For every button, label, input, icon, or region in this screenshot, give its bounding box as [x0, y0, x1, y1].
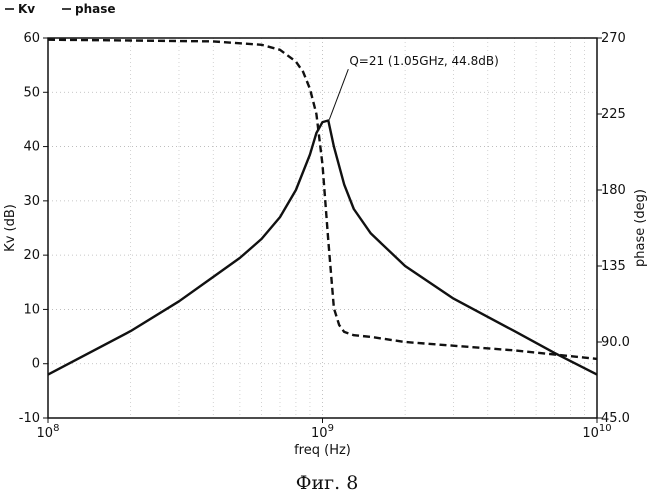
- series-line-phase: [48, 40, 597, 359]
- left-y-ticks: -10 0 10 20 30 40 50 60: [19, 31, 48, 426]
- x-tick-base: 10: [311, 426, 328, 441]
- annotation-label: Q=21 (1.05GHz, 44.8dB): [349, 54, 498, 68]
- kv-phase-chart: Kvphase -100102030405060 45.090.01351802…: [0, 0, 654, 470]
- right-y-ticks: 45.090.0135180225270: [597, 31, 630, 426]
- x-axis-label: freq (Hz): [294, 443, 351, 458]
- x-tick-base: 10: [582, 426, 599, 441]
- x-tick-label: 109: [311, 423, 334, 441]
- y-axis-label-left-group: Kv (dB): [3, 204, 18, 252]
- right-y-tick-label: 90.0: [601, 335, 630, 350]
- left-y-tick-label: 60: [23, 31, 40, 46]
- grid: [48, 38, 597, 418]
- right-y-tick-label: 270: [601, 31, 626, 46]
- left-y-tick-label: 30: [23, 194, 40, 209]
- left-y-tick-label: 40: [23, 140, 40, 155]
- annotation-layer: Q=21 (1.05GHz, 44.8dB): [329, 54, 498, 119]
- legend-entry-phase: phase: [75, 2, 116, 16]
- right-y-tick-label: 180: [601, 183, 626, 198]
- x-tick-base: 10: [37, 426, 54, 441]
- left-y-tick-label: 10: [23, 302, 40, 317]
- left-y-tick-label: -10: [19, 411, 40, 426]
- x-tick-exponent: 8: [53, 423, 59, 434]
- figure-caption: Фиг. 8: [0, 472, 654, 494]
- right-y-tick-label: 225: [601, 107, 626, 122]
- left-y-tick-label: 0: [32, 357, 40, 372]
- y-axis-label-right-group: phase (deg): [633, 189, 648, 267]
- y-axis-label-left: Kv (dB): [3, 204, 18, 252]
- series-layer: [48, 40, 597, 375]
- x-ticks: 1081091010: [37, 418, 612, 441]
- left-y-tick-label: 20: [23, 248, 40, 263]
- x-tick-label: 1010: [582, 423, 611, 441]
- annotation-leader-line: [329, 69, 348, 119]
- x-tick-exponent: 10: [599, 423, 612, 434]
- right-y-tick-label: 135: [601, 259, 626, 274]
- legend: Kv phase: [5, 2, 116, 16]
- x-tick-label: 108: [37, 423, 60, 441]
- legend-entry-kv: Kv: [18, 2, 35, 16]
- x-tick-exponent: 9: [328, 423, 334, 434]
- left-y-tick-label: 50: [23, 85, 40, 100]
- y-axis-label-right: phase (deg): [633, 189, 648, 267]
